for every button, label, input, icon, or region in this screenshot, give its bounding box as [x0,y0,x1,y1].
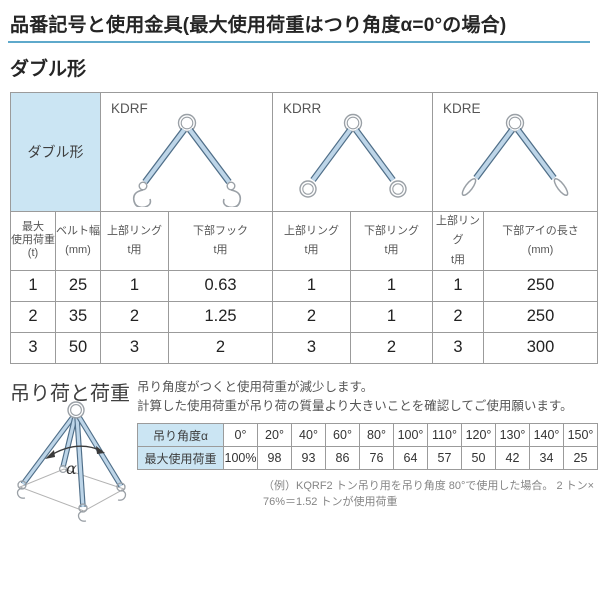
angle-value: 120° [461,423,496,447]
cell: 3 [432,331,484,364]
angle-value: 150° [563,423,598,447]
load-value: 50 [461,446,496,470]
col-header-upper-ring-2: 上部リング t用 [272,211,351,271]
header-row: 最大 使用荷重 (t) ベルト幅 (mm) 上部リング t用 下部フック t用 … [10,211,598,271]
cell: 1 [432,269,484,302]
kdre-sling-diagram [461,113,569,196]
cell: 250 [483,269,598,302]
angle-row: 吊り角度α 0° 20° 40° 60° 80° 100° 110° 120° … [137,423,598,447]
cell: 0.63 [168,269,273,302]
cell: 2 [100,300,169,333]
col-header-upper-ring-3: 上部リング t用 [432,211,484,271]
load-value: 34 [529,446,564,470]
four-leg-sling-illustration: α [16,401,127,522]
load-description-line2: 計算した使用荷重が吊り荷の質量より大きいことを確認してご使用願います。 [137,399,573,413]
angle-row-label: 吊り角度α [137,423,224,447]
load-value: 57 [427,446,462,470]
cell: 35 [55,300,101,333]
angle-value: 80° [359,423,394,447]
cell: 300 [483,331,598,364]
col-header-upper-ring-1: 上部リング t用 [100,211,169,271]
section-title-load: 吊り荷と荷重 [10,383,130,405]
section-title-double-type: ダブル形 [10,59,87,80]
load-row-label: 最大使用荷重 [137,446,224,470]
cell: 2 [272,300,351,333]
load-factor-row: 最大使用荷重 100% 98 93 86 76 64 57 50 42 34 2… [137,446,598,470]
alpha-angle-label: α [66,459,77,478]
cell: 25 [55,269,101,302]
cell: 1 [100,269,169,302]
load-value: 25 [563,446,598,470]
model-name-kdre: KDRE [443,101,481,116]
load-description-line1: 吊り角度がつくと使用荷重が減少します。 [137,380,374,394]
spec-table: ダブル形 KDRF KDRR [10,92,598,364]
load-value: 93 [291,446,326,470]
cell: 3 [272,331,351,364]
model-name-kdrf: KDRF [111,101,148,116]
col-header-max-load: 最大 使用荷重 (t) [10,211,56,271]
model-image-row: ダブル形 KDRF KDRR [10,92,598,212]
cell: 2 [350,331,433,364]
cell: 3 [100,331,169,364]
angle-value: 40° [291,423,326,447]
cell: 2 [432,300,484,333]
load-value: 86 [325,446,360,470]
page-title: 品番記号と使用金具(最大使用荷重はつり角度α=0°の場合) [10,15,507,36]
angle-value: 20° [257,423,292,447]
cell: 2 [168,331,273,364]
angle-value: 130° [495,423,530,447]
cell: 1 [10,269,56,302]
cell: 1 [350,300,433,333]
cell: 1 [350,269,433,302]
cell: 2 [10,300,56,333]
cell: 1 [272,269,351,302]
kdrr-sling-diagram [298,113,407,198]
cell: 50 [55,331,101,364]
kdrr-cell: KDRR [272,92,433,212]
type-label-cell: ダブル形 [10,92,101,212]
table-row: 2 35 2 1.25 2 1 2 250 [10,300,598,333]
angle-load-table: 吊り角度α 0° 20° 40° 60° 80° 100° 110° 120° … [137,423,598,470]
cell: 1.25 [168,300,273,333]
table-row: 3 50 3 2 3 2 3 300 [10,331,598,364]
angle-value: 100° [393,423,428,447]
col-header-lower-ring: 下部リング t用 [350,211,433,271]
load-value: 98 [257,446,292,470]
angle-value: 0° [223,423,258,447]
model-name-kdrr: KDRR [283,101,322,116]
load-value: 64 [393,446,428,470]
load-description: 吊り角度がつくと使用荷重が減少します。 計算した使用荷重が吊り荷の質量より大きい… [137,378,573,416]
example-note: （例）KQRF2 トン吊り用を吊り角度 80°で使用した場合。 2 トン× 76… [263,480,595,508]
col-header-lower-hook: 下部フック t用 [168,211,273,271]
table-row: 1 25 1 0.63 1 1 1 250 [10,269,598,302]
kdrf-sling-diagram [132,113,241,207]
title-underline [8,41,590,43]
cell: 3 [10,331,56,364]
load-value: 76 [359,446,394,470]
load-value: 42 [495,446,530,470]
load-value: 100% [223,446,258,470]
col-header-belt-width: ベルト幅 (mm) [55,211,101,271]
kdre-cell: KDRE [432,92,598,212]
cell: 250 [483,300,598,333]
angle-value: 140° [529,423,564,447]
kdrf-cell: KDRF [100,92,273,212]
angle-value: 60° [325,423,360,447]
col-header-lower-eye-length: 下部アイの長さ (mm) [483,211,598,271]
angle-value: 110° [427,423,462,447]
